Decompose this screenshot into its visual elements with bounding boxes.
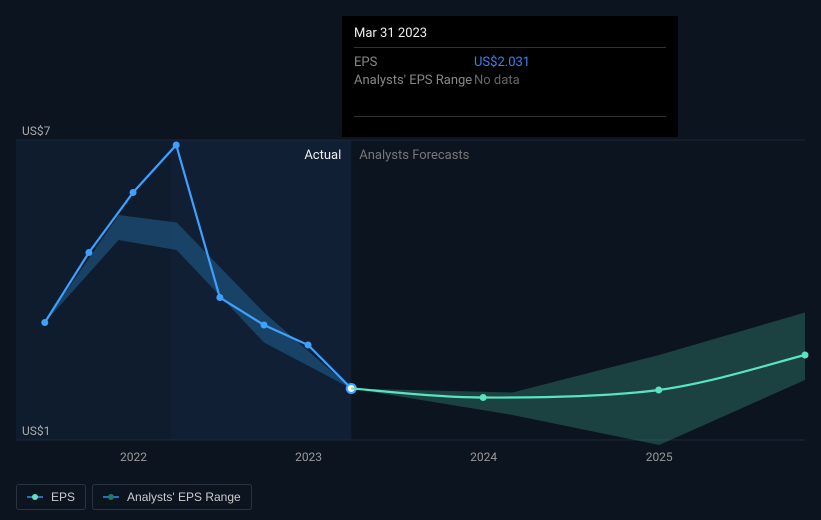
legend: EPS Analysts' EPS Range [16, 484, 252, 510]
tooltip-divider [354, 47, 666, 48]
tooltip-row-value: US$2.031 [474, 54, 530, 72]
legend-swatch-icon [103, 493, 119, 501]
x-axis-tick: 2024 [470, 450, 497, 464]
y-axis-tick: US$7 [22, 124, 50, 138]
tooltip-row-label: EPS [354, 54, 474, 72]
x-axis-tick: 2022 [120, 450, 147, 464]
legend-swatch-icon [27, 493, 43, 501]
x-axis-tick: 2023 [295, 450, 322, 464]
y-axis-tick: US$1 [22, 424, 50, 438]
tooltip-row: EPSUS$2.031 [354, 54, 666, 72]
region-label-actual: Actual [16, 148, 341, 163]
tooltip-date: Mar 31 2023 [354, 26, 666, 41]
tooltip-row-label: Analysts' EPS Range [354, 72, 474, 90]
chart-tooltip: Mar 31 2023 EPSUS$2.031Analysts' EPS Ran… [342, 16, 678, 137]
eps-chart: Mar 31 2023 EPSUS$2.031Analysts' EPS Ran… [0, 0, 821, 520]
tooltip-row-value: No data [474, 72, 520, 90]
x-axis-tick: 2025 [646, 450, 673, 464]
legend-item[interactable]: Analysts' EPS Range [92, 484, 252, 510]
legend-item[interactable]: EPS [16, 484, 86, 510]
legend-label: EPS [51, 490, 75, 504]
legend-label: Analysts' EPS Range [127, 490, 241, 504]
region-label-forecast: Analysts Forecasts [359, 148, 469, 163]
tooltip-row: Analysts' EPS RangeNo data [354, 72, 666, 90]
tooltip-divider [354, 116, 666, 117]
